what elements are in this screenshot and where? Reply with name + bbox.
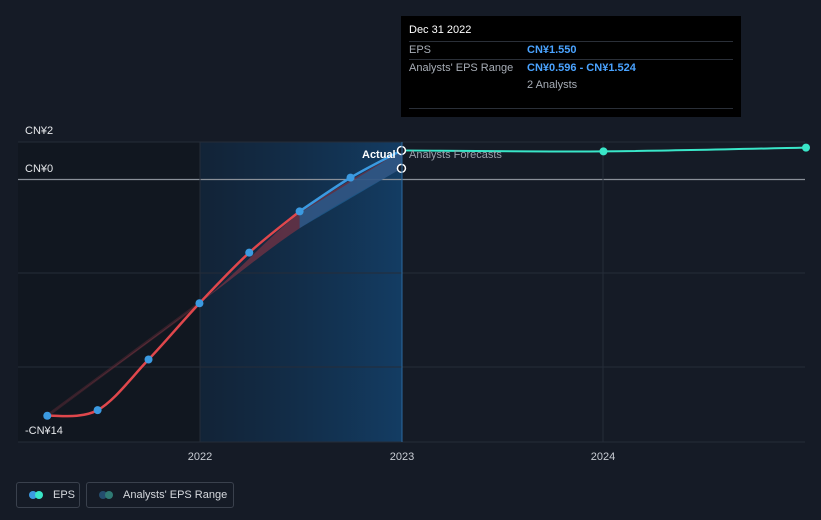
eps-point-0 bbox=[43, 411, 52, 420]
tooltip-eps-value: CN¥1.550 bbox=[527, 44, 577, 56]
y-tick-label-2: -CN¥14 bbox=[25, 425, 63, 437]
eps-point-3 bbox=[195, 299, 204, 308]
eps-point-latest bbox=[396, 145, 407, 156]
eps-point-6 bbox=[346, 173, 355, 182]
tooltip-range-value: CN¥0.596 - CN¥1.524 bbox=[527, 62, 636, 74]
eps-point-4 bbox=[245, 248, 254, 257]
y-tick-label-1: CN¥0 bbox=[25, 163, 53, 175]
forecast-point-0 bbox=[599, 147, 608, 156]
legend-range-label: Analysts' EPS Range bbox=[123, 489, 228, 501]
range-band-recent bbox=[299, 150, 402, 229]
analysts-range-area bbox=[46, 150, 402, 417]
eps-point-2 bbox=[144, 355, 153, 364]
legend-analysts-range[interactable]: Analysts' EPS Range bbox=[86, 482, 234, 508]
actual-label: Actual bbox=[362, 149, 396, 161]
eps-points bbox=[43, 142, 810, 442]
range-band-edge bbox=[46, 302, 201, 417]
tooltip-eps-label: EPS bbox=[409, 44, 432, 56]
axis-ticks: CN¥2 CN¥0 -CN¥14 2022 2023 2024 bbox=[25, 125, 615, 463]
past-region bbox=[18, 142, 200, 442]
range-legend-icon bbox=[99, 491, 115, 499]
eps-point-1 bbox=[93, 406, 102, 415]
forecast-label: Analysts Forecasts bbox=[409, 149, 502, 161]
tooltip-date: Dec 31 2022 bbox=[409, 24, 472, 36]
eps-legend-icon bbox=[29, 491, 45, 499]
tooltip-range-label: Analysts' EPS Range bbox=[409, 62, 514, 74]
x-tick-label-2: 2024 bbox=[591, 451, 615, 463]
tooltip: Dec 31 2022 EPS CN¥1.550 Analysts' EPS R… bbox=[401, 16, 741, 117]
forecast-point-1 bbox=[802, 143, 810, 152]
highlight-region bbox=[200, 142, 402, 442]
tooltip-range-row: Analysts' EPS Range CN¥0.596 - CN¥1.524 bbox=[409, 59, 733, 77]
tooltip-analysts-row: 2 Analysts bbox=[409, 77, 733, 94]
range-low-point bbox=[396, 163, 407, 174]
x-tick-label-1: 2023 bbox=[390, 451, 414, 463]
legend-eps-label: EPS bbox=[53, 489, 76, 501]
eps-point-5 bbox=[295, 207, 304, 216]
y-tick-label-0: CN¥2 bbox=[25, 125, 53, 137]
tooltip-analysts-count: 2 Analysts bbox=[527, 79, 578, 91]
x-tick-label-0: 2022 bbox=[188, 451, 212, 463]
tooltip-eps-row: EPS CN¥1.550 bbox=[409, 41, 733, 59]
legend-eps[interactable]: EPS bbox=[16, 482, 80, 508]
